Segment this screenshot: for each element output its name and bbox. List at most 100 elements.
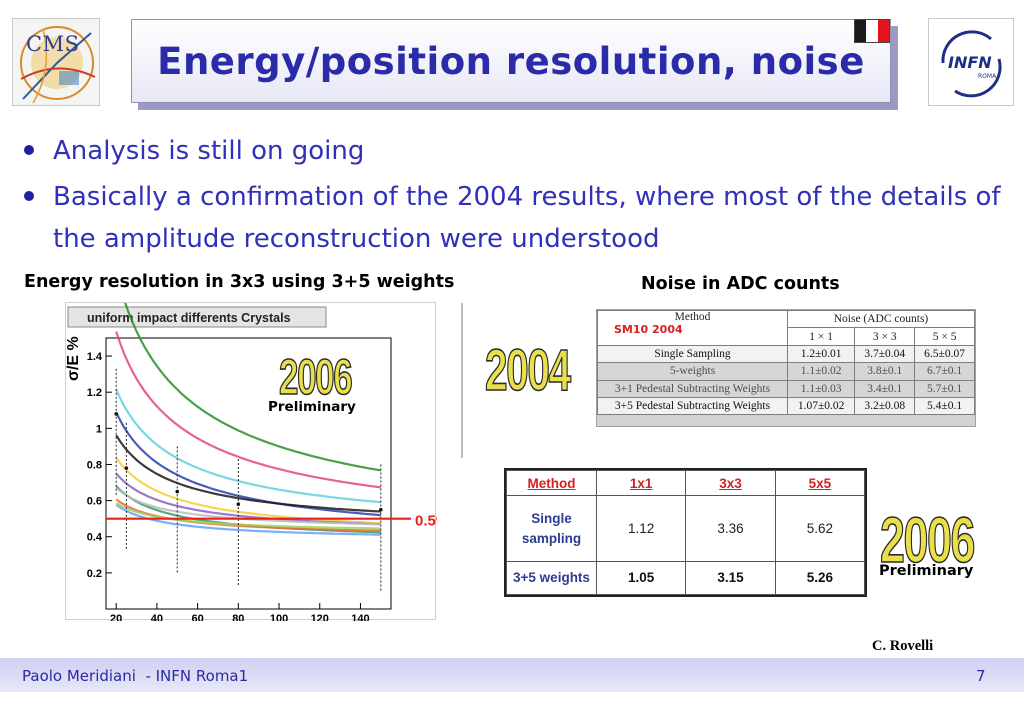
- title-box: Energy/position resolution, noise: [131, 19, 891, 103]
- energy-resolution-plot: uniform impact differents Crystals σ/E %…: [65, 302, 437, 621]
- table-row: 3+5 weights 1.05 3.15 5.26: [506, 560, 866, 596]
- flag-stripe-red: [877, 20, 889, 42]
- bullet-item: Analysis is still on going: [20, 130, 1010, 172]
- table-cell: 1.12: [595, 495, 687, 562]
- energy-resolution-caption: Energy resolution in 3x3 using 3+5 weigh…: [24, 272, 455, 292]
- noise-2004-method-header: Method: [674, 311, 711, 323]
- table-cell: 1.05: [595, 560, 687, 596]
- flag-stripe-white: [866, 20, 878, 42]
- table-method-cell: Single sampling: [506, 495, 597, 562]
- y-axis-label: σ/E %: [66, 336, 82, 381]
- table-cell: 5.62: [774, 495, 866, 562]
- footer-bar: Paolo Meridiani - INFN Roma1 7: [0, 658, 1024, 692]
- plot-layer: 0.2 0.4 0.6 0.8 1 1.2 1.4 20 40 60 80 100 120 140 0.5%: [87, 303, 437, 621]
- table-row: Single sampling 1.12 3.36 5.62: [506, 495, 866, 562]
- noise-2004-size: 3 × 3: [854, 327, 916, 346]
- slide-title: Energy/position resolution, noise: [157, 39, 865, 83]
- table-cell: Single Sampling: [597, 344, 788, 364]
- table-row: Single Sampling 1.2±0.01 3.7±0.04 6.5±0.…: [597, 344, 975, 364]
- table-cell: 3+1 Pedestal Subtracting Weights: [597, 379, 788, 398]
- table-method-cell: 3+5 weights: [506, 560, 597, 596]
- table-cell: 3+5 Pedestal Subtracting Weights: [597, 396, 788, 416]
- resolution-curve: [115, 501, 381, 530]
- y-tick-label: 1: [96, 423, 102, 435]
- data-point: [175, 489, 180, 494]
- resolution-curve: [115, 434, 381, 513]
- footer-author: Paolo Meridiani - INFN Roma1: [22, 667, 249, 685]
- table-cell: 1.07±0.02: [786, 396, 856, 416]
- resolution-curve: [115, 412, 381, 517]
- preliminary-label-plot: Preliminary: [268, 399, 356, 415]
- table-cell: 3.36: [685, 495, 776, 562]
- plot-area: [105, 337, 392, 610]
- table-row: 3+5 Pedestal Subtracting Weights 1.07±0.…: [597, 396, 975, 416]
- table-cell: 1.2±0.01: [786, 344, 856, 364]
- infn-logo-text: INFN: [948, 53, 992, 72]
- table-cell: 1.1±0.02: [786, 362, 856, 381]
- resolution-curve: [115, 457, 381, 525]
- noise-caption: Noise in ADC counts: [641, 274, 840, 294]
- table-header-row: Method 1x1 3x3 5x5: [506, 469, 866, 497]
- x-tick-label: 60: [191, 613, 203, 621]
- resolution-curve: [124, 303, 381, 472]
- cms-logo-graphic: [20, 26, 96, 104]
- infn-logo-graphic: [941, 30, 1002, 98]
- table-cell: 3.8±0.1: [854, 362, 916, 381]
- resolution-curve: [115, 503, 381, 536]
- noise-2004-header: Noise (ADC counts): [787, 309, 975, 329]
- y-tick-label: 0.2: [87, 568, 102, 580]
- noise-2004-size: 1 × 1: [786, 327, 856, 346]
- y-tick-label: 1.2: [87, 387, 102, 399]
- data-point: [379, 507, 383, 512]
- x-tick-label: 140: [351, 613, 369, 621]
- table-header-cell: 3x3: [685, 469, 776, 497]
- table-header-cell: 1x1: [595, 469, 687, 497]
- table-header-cell: 5x5: [774, 469, 866, 497]
- x-tick-label: 40: [151, 613, 163, 621]
- year-2004-badge: 2004: [484, 337, 571, 404]
- table-cell: 3.15: [685, 560, 776, 596]
- infn-logo: INFN ROMA: [928, 18, 1014, 106]
- infn-logo-subtext: ROMA: [978, 73, 997, 80]
- data-point: [114, 412, 118, 416]
- y-tick-label: 0.4: [87, 532, 103, 544]
- preliminary-label-table: Preliminary: [879, 563, 974, 579]
- sm10-tag: SM10 2004: [614, 323, 683, 336]
- noise-2004-size: 5 × 5: [914, 327, 975, 346]
- noise-2004-method-cell: Method SM10 2004: [597, 310, 788, 346]
- flag-stripe-green: [855, 20, 867, 42]
- x-tick-label: 20: [110, 613, 122, 621]
- y-tick-label: 0.8: [87, 459, 102, 471]
- data-point: [236, 502, 241, 507]
- y-tick-label: 1.4: [87, 351, 103, 363]
- page-number: 7: [976, 667, 986, 685]
- table-cell: 5-weights: [597, 362, 788, 381]
- table-cell: 3.2±0.08: [854, 396, 916, 416]
- cms-logo-text: CMS: [26, 32, 80, 56]
- x-tick-label: 100: [270, 613, 288, 621]
- resolution-curve: [115, 331, 381, 489]
- table-cell: 3.7±0.04: [854, 344, 916, 364]
- bullet-item: Basically a confirmation of the 2004 res…: [20, 176, 1010, 260]
- year-2006-badge-plot: 2006: [278, 348, 353, 406]
- table-row: 5-weights 1.1±0.02 3.8±0.1 6.7±0.1: [597, 362, 975, 381]
- year-2006-badge-table: 2006: [879, 503, 976, 577]
- table-header-cell: Method: [506, 469, 597, 497]
- table-cell: 6.5±0.07: [914, 344, 975, 364]
- x-tick-label: 80: [232, 613, 244, 621]
- data-point: [124, 466, 129, 470]
- table-cell: 6.7±0.1: [914, 362, 975, 381]
- table-cell: 5.7±0.1: [914, 379, 975, 398]
- y-tick-label: 0.6: [87, 496, 102, 508]
- noise-table-2006: Method 1x1 3x3 5x5 Single sampling 1.12 …: [504, 468, 867, 597]
- plot-svg: uniform impact differents Crystals σ/E %…: [66, 303, 437, 621]
- table-cell: 3.4±0.1: [854, 379, 916, 398]
- x-tick-label: 120: [311, 613, 329, 621]
- table-row: 3+1 Pedestal Subtracting Weights 1.1±0.0…: [597, 379, 975, 398]
- noise-table-2004: Method SM10 2004 Noise (ADC counts) 1 × …: [596, 309, 976, 427]
- table-cell: 5.4±0.1: [914, 396, 975, 416]
- reference-line-label: 0.5%: [415, 513, 437, 530]
- resolution-curve: [115, 389, 381, 504]
- divider-line: [461, 303, 469, 458]
- table-cell: 5.26: [774, 560, 866, 596]
